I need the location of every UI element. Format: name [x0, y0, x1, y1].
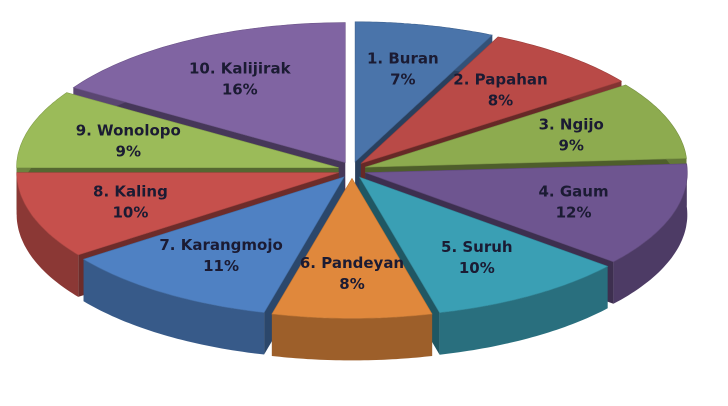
slice-value-label: 11% [203, 257, 239, 275]
slice [354, 21, 493, 163]
slice [358, 176, 609, 314]
slice-side [16, 172, 79, 297]
slice-value-label: 12% [556, 204, 592, 222]
slice-label: 9. Wonolopo [76, 122, 181, 140]
slice-label: 7. Karangmojo [159, 236, 282, 254]
slice [72, 22, 346, 163]
slice-value-label: 8% [488, 92, 513, 110]
slice-side [613, 163, 688, 304]
slice-label: 10. Kalijirak [189, 60, 292, 78]
slice [82, 176, 345, 313]
slice-label: 8. Kaling [93, 183, 168, 201]
slice-value-label: 9% [558, 136, 583, 154]
slice: 6. Pandeyan 8% [271, 177, 433, 361]
slice [360, 36, 623, 164]
slice-value-label: 16% [222, 81, 258, 99]
slice-side [271, 314, 433, 361]
slice [365, 84, 687, 168]
slice-value-label: 10% [459, 259, 495, 277]
slice [365, 163, 688, 263]
slice-side [83, 259, 265, 355]
slice [16, 172, 339, 256]
slice [16, 92, 339, 168]
slice-label: 2. Papahan [453, 71, 547, 89]
slice-value-label: 9% [116, 143, 141, 161]
slice-label: 6. Pandeyan [300, 254, 404, 272]
slice-label: 5. Suruh [441, 238, 513, 256]
slice-value-label: 10% [112, 204, 148, 222]
slice-side [439, 266, 608, 355]
slice-label: 4. Gaum [539, 183, 609, 201]
slice [271, 177, 433, 319]
slice-value-label: 7% [390, 70, 415, 88]
slice-label: 3. Ngijo [539, 115, 604, 133]
slice-value-label: 8% [339, 275, 364, 293]
slice-label: 1. Buran [367, 49, 439, 67]
